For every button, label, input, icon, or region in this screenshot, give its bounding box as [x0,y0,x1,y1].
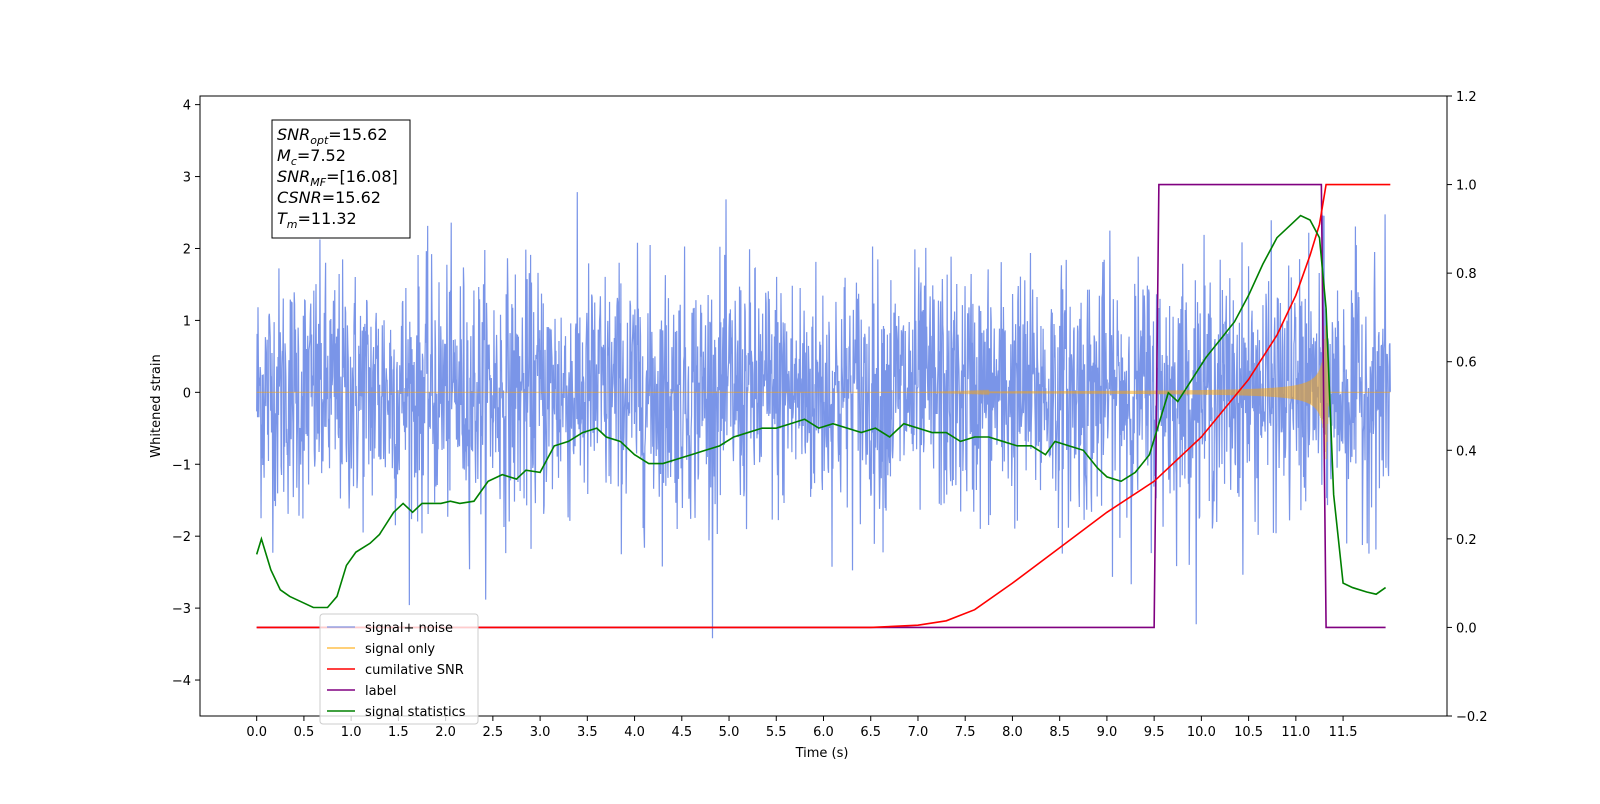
legend-label-text: signal statistics [365,705,466,720]
cumulative-snr-line [256,183,1391,629]
y-axis-ticks: −4 −3 −2 −1 0 1 2 3 4 [172,99,200,689]
annotation-line: Tm=11.32 [277,209,357,231]
annotation-frame [271,119,411,239]
legend: signal+ noise signal only cumilative SNR la… [319,613,479,725]
signal-noise-line [256,192,1391,639]
y-right-tick-label: −0.2 [1456,710,1488,725]
annotation-line: CSNR=15.62 [277,188,381,207]
y-tick-label: 4 [183,99,191,114]
annotation-line: Mc=7.52 [277,146,346,168]
x-tick-label: 2.5 [483,725,504,740]
legend-label-text: cumilative SNR [365,663,464,678]
annotation-line: SNRopt=15.62 [277,125,388,147]
y-right-tick-label: 0.2 [1456,533,1477,548]
x-axis-ticks: 0.0 0.5 1.0 1.5 2.0 2.5 3.0 3.5 4.0 4.5 5.0 5.5 6.0 6… [246,716,1358,740]
x-tick-label: 7.0 [908,725,929,740]
legend-signal-statistics: signal statistics [327,705,466,720]
x-tick-label: 1.5 [388,725,409,740]
y-right-tick-label: 0.8 [1456,267,1477,282]
y-tick-label: 0 [183,386,191,401]
x-tick-label: 2.0 [435,725,456,740]
y-tick-label: −4 [172,674,191,689]
x-tick-label: 10.5 [1234,725,1263,740]
annotation-box: SNRopt=15.62Mc=7.52SNRMF=[16.08]CSNR=15.… [271,119,411,239]
x-tick-label: 6.5 [860,725,881,740]
x-tick-label: 4.0 [624,725,645,740]
x-tick-label: 4.5 [671,725,692,740]
label-line [256,183,1386,629]
x-tick-label: 7.5 [955,725,976,740]
annotation-line: SNRMF=[16.08] [277,167,398,189]
x-tick-label: 0.0 [246,725,267,740]
x-tick-label: 1.0 [341,725,362,740]
x-tick-label: 5.5 [766,725,787,740]
signal-statistics-line [255,214,1387,609]
y-right-tick-label: 0.4 [1456,444,1477,459]
y-right-tick-label: 0.0 [1456,621,1477,636]
x-tick-label: 9.5 [1144,725,1165,740]
signal-only-line [256,325,1391,460]
legend-label-text: signal+ noise [365,621,453,636]
x-tick-label: 9.0 [1097,725,1118,740]
legend-frame [319,613,479,725]
y-tick-label: 3 [183,171,191,186]
legend-cumulative-snr: cumilative SNR [327,663,464,678]
x-tick-label: 8.0 [1002,725,1023,740]
x-tick-label: 11.5 [1329,725,1358,740]
y-tick-label: 1 [183,314,191,329]
legend-label-text: label [365,684,396,699]
x-tick-label: 3.0 [530,725,551,740]
x-tick-label: 8.5 [1049,725,1070,740]
x-tick-label: 5.0 [719,725,740,740]
y-right-axis-ticks: −0.2 0.0 0.2 0.4 0.6 0.8 1.0 1.2 [1447,90,1488,725]
right-axis-series [255,183,1391,629]
legend-label: label [327,684,396,699]
y-tick-label: −2 [172,530,191,545]
y-right-tick-label: 1.0 [1456,179,1477,194]
x-tick-label: 3.5 [577,725,598,740]
noise-series [256,192,1391,639]
x-tick-label: 10.0 [1187,725,1216,740]
y-tick-label: 2 [183,242,191,257]
signal-series [256,325,1391,460]
y-right-tick-label: 1.2 [1456,90,1477,105]
legend-label-text: signal only [365,642,435,657]
x-axis-label: Time (s) [795,746,849,761]
y-right-tick-label: 0.6 [1456,356,1477,371]
y-tick-label: −3 [172,602,191,617]
x-tick-label: 6.0 [813,725,834,740]
y-tick-label: −1 [172,458,191,473]
legend-signal-noise: signal+ noise [327,621,453,636]
x-tick-label: 11.0 [1281,725,1310,740]
y-axis-label: Whitened strain [149,354,164,457]
legend-signal-only: signal only [327,642,435,657]
x-tick-label: 0.5 [294,725,315,740]
